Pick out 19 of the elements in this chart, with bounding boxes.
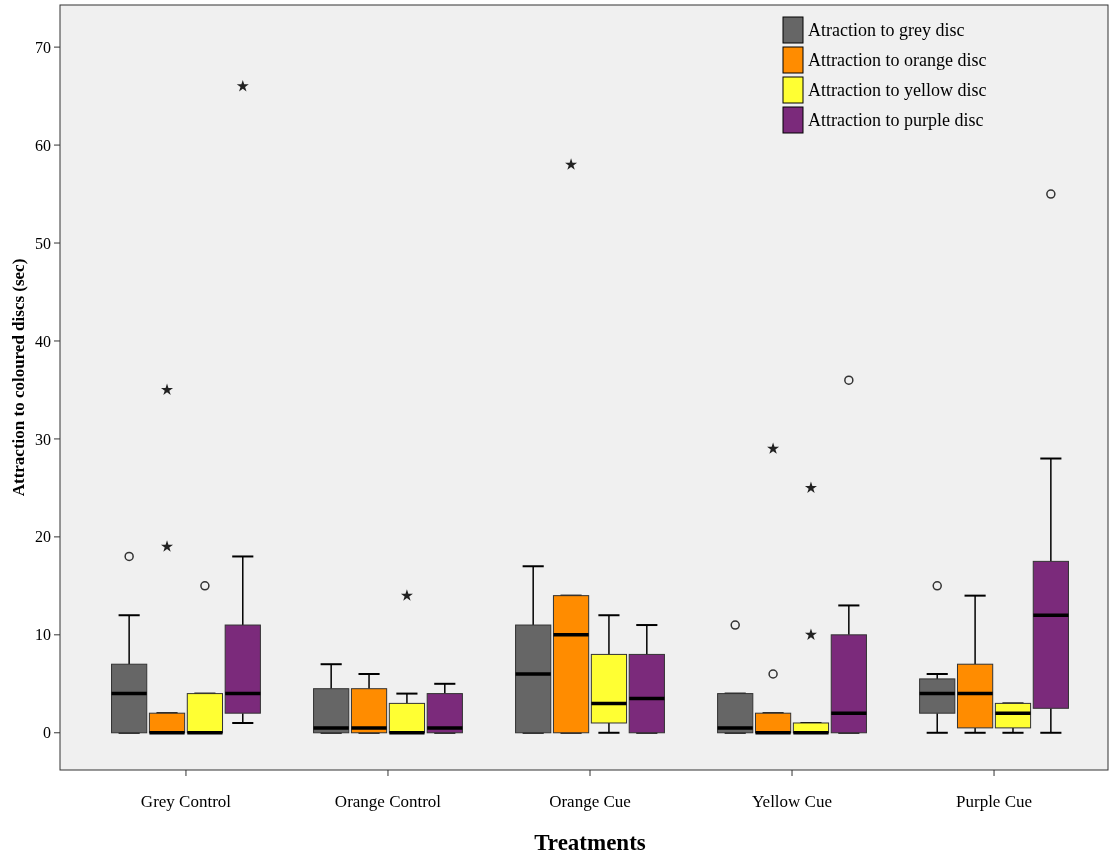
x-tick-label: Grey Control bbox=[140, 792, 232, 811]
x-tick-label: Purple Cue bbox=[956, 792, 1033, 811]
legend-label: Attraction to yellow disc bbox=[808, 80, 987, 100]
y-tick-label: 40 bbox=[35, 332, 51, 350]
legend-label: Attraction to orange disc bbox=[808, 50, 987, 70]
y-tick-label: 10 bbox=[35, 626, 51, 644]
y-axis-title: Attraction to coloured discs (sec) bbox=[9, 258, 28, 497]
y-tick-label: 20 bbox=[35, 528, 51, 546]
legend-label: Attraction to purple disc bbox=[808, 110, 984, 130]
y-tick-label: 60 bbox=[35, 136, 51, 154]
x-axis-title: Treatments bbox=[534, 830, 646, 855]
x-tick-label: Orange Control bbox=[334, 792, 442, 811]
y-tick-label: 30 bbox=[35, 430, 51, 448]
legend-label: Atraction to grey disc bbox=[808, 20, 965, 40]
x-tick-label: Yellow Cue bbox=[752, 792, 833, 811]
x-tick-label: Orange Cue bbox=[549, 792, 631, 811]
y-tick-label: 70 bbox=[35, 38, 51, 56]
y-tick-label: 50 bbox=[35, 234, 51, 252]
y-tick-label: 0 bbox=[43, 724, 51, 742]
